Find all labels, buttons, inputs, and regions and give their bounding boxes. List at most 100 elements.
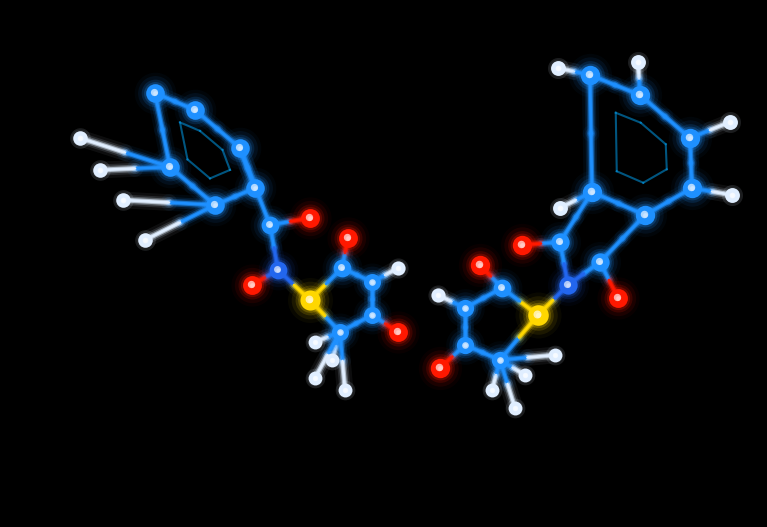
Point: [554, 238, 566, 246]
Point: [339, 386, 351, 394]
Point: [586, 188, 598, 196]
Point: [474, 261, 486, 269]
Point: [94, 166, 106, 174]
Point: [366, 311, 378, 319]
Point: [334, 327, 346, 336]
Point: [432, 291, 444, 299]
Point: [149, 89, 161, 97]
Point: [612, 294, 624, 302]
Point: [459, 341, 471, 349]
Point: [326, 356, 338, 364]
Point: [554, 238, 566, 246]
Point: [509, 403, 521, 412]
Point: [74, 134, 86, 142]
Point: [264, 221, 276, 229]
Point: [638, 210, 650, 219]
Point: [209, 201, 221, 209]
Point: [516, 241, 528, 249]
Point: [309, 338, 321, 346]
Point: [549, 351, 561, 359]
Point: [308, 374, 321, 382]
Point: [334, 328, 346, 336]
Point: [304, 214, 316, 222]
Point: [336, 264, 348, 272]
Point: [594, 258, 606, 266]
Point: [554, 238, 566, 246]
Point: [74, 133, 86, 142]
Point: [335, 264, 347, 272]
Point: [309, 338, 321, 346]
Point: [164, 163, 176, 171]
Point: [189, 106, 201, 114]
Point: [554, 204, 566, 212]
Point: [532, 311, 544, 319]
Point: [164, 163, 176, 171]
Point: [338, 385, 351, 394]
Point: [392, 264, 404, 272]
Point: [639, 211, 651, 219]
Point: [264, 221, 276, 229]
Point: [495, 284, 508, 292]
Point: [459, 340, 471, 349]
Point: [683, 133, 696, 142]
Point: [634, 91, 646, 99]
Point: [509, 404, 521, 412]
Point: [336, 264, 348, 272]
Point: [562, 281, 574, 289]
Point: [263, 220, 275, 229]
Point: [264, 221, 276, 229]
Point: [594, 258, 606, 266]
Point: [532, 310, 544, 319]
Point: [515, 241, 528, 249]
Point: [366, 278, 378, 286]
Point: [686, 184, 698, 192]
Point: [459, 341, 471, 349]
Point: [304, 214, 316, 222]
Point: [459, 304, 471, 312]
Point: [584, 71, 596, 79]
Point: [432, 290, 444, 299]
Point: [189, 105, 201, 114]
Point: [326, 356, 338, 364]
Point: [189, 106, 201, 114]
Point: [548, 350, 561, 359]
Point: [366, 278, 378, 286]
Point: [249, 184, 261, 192]
Point: [117, 196, 129, 204]
Point: [249, 184, 261, 192]
Point: [432, 291, 444, 299]
Point: [459, 304, 471, 312]
Point: [249, 183, 261, 192]
Point: [163, 162, 176, 171]
Point: [585, 187, 597, 196]
Point: [304, 296, 316, 304]
Point: [474, 261, 486, 269]
Point: [139, 236, 151, 244]
Point: [304, 214, 316, 222]
Point: [586, 188, 598, 196]
Point: [209, 201, 221, 209]
Point: [459, 304, 471, 312]
Point: [366, 311, 378, 319]
Point: [234, 144, 246, 152]
Point: [433, 364, 446, 372]
Point: [304, 296, 316, 304]
Point: [515, 240, 528, 249]
Point: [532, 311, 544, 319]
Point: [336, 264, 348, 272]
Point: [561, 280, 574, 289]
Point: [308, 337, 321, 346]
Point: [366, 278, 378, 286]
Point: [459, 304, 471, 312]
Point: [309, 338, 321, 346]
Point: [724, 118, 736, 126]
Point: [434, 364, 446, 372]
Point: [209, 201, 221, 209]
Point: [246, 281, 258, 289]
Point: [309, 374, 321, 382]
Point: [516, 241, 528, 249]
Point: [434, 364, 446, 372]
Point: [272, 266, 284, 274]
Point: [632, 58, 644, 66]
Point: [392, 328, 404, 336]
